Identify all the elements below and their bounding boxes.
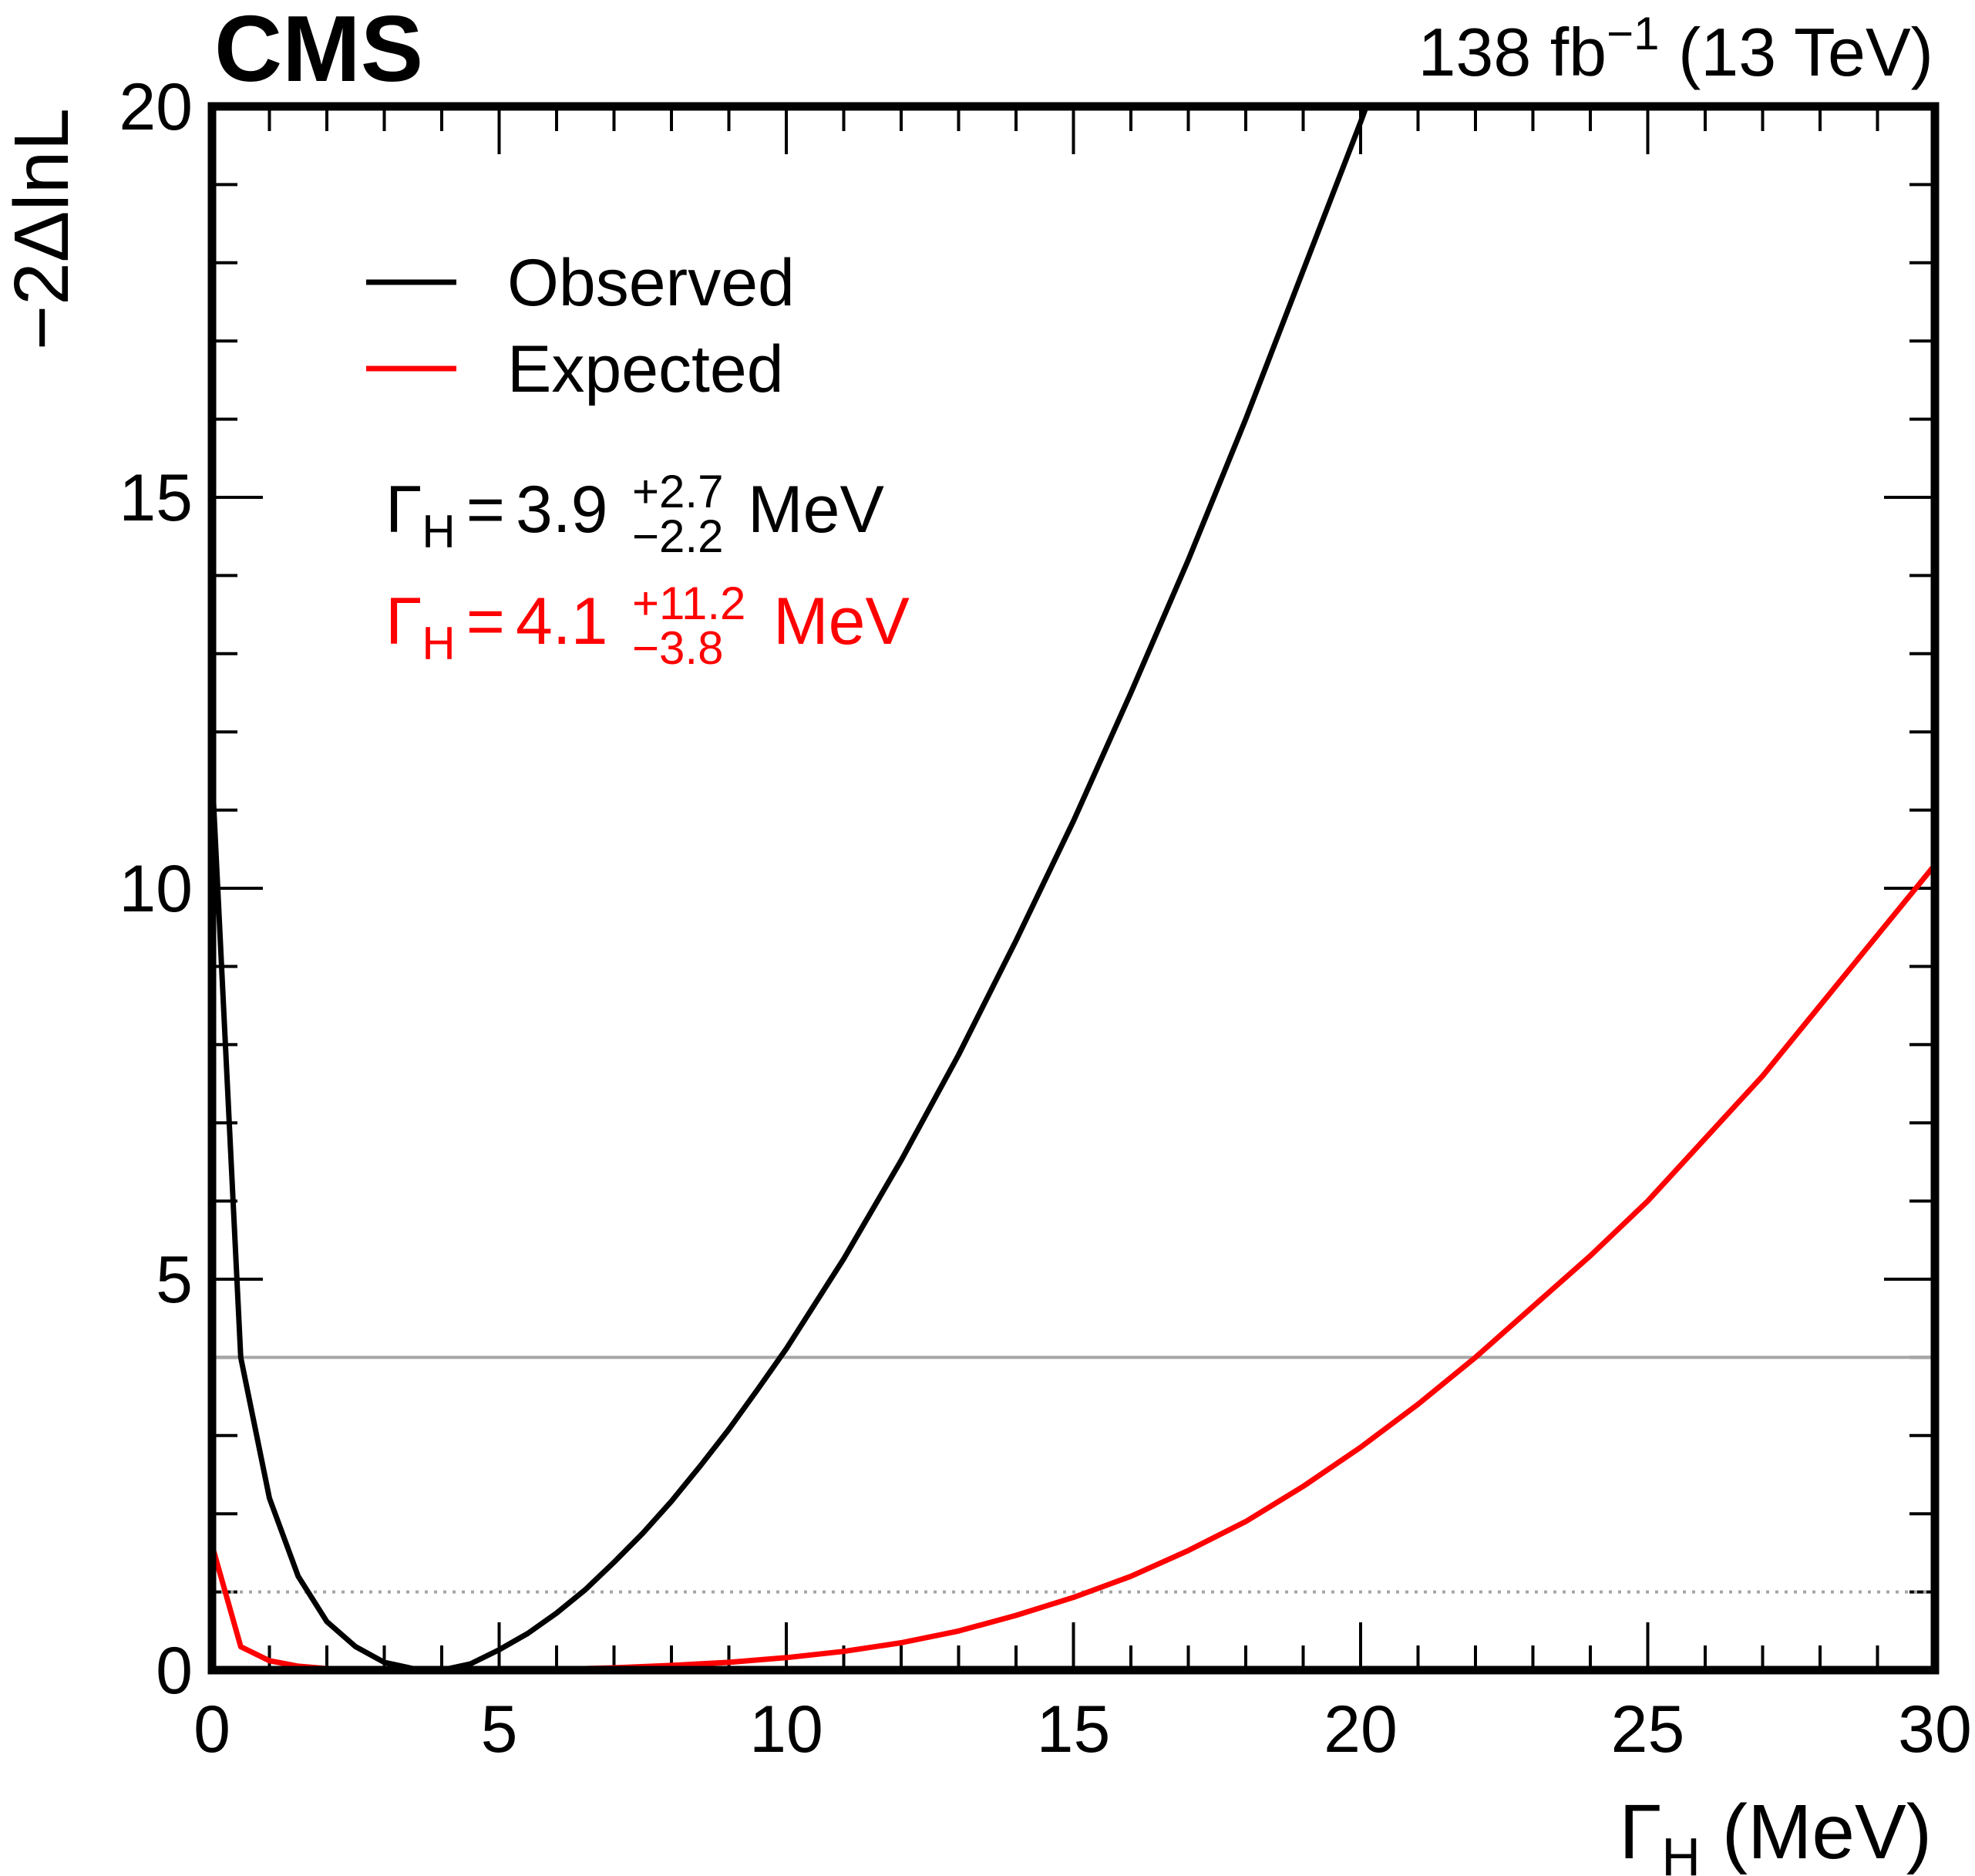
x-tick-label: 5 [481, 1692, 518, 1767]
legend-label-observed: Observed [507, 246, 795, 320]
svg-text:−3.8: −3.8 [632, 622, 723, 674]
curves [212, 106, 1935, 1670]
annotation-expected: ΓH = 4.1 +11.2 −3.8 MeV [385, 578, 910, 674]
reference-lines [212, 1356, 1935, 1594]
svg-text:+2.7: +2.7 [632, 466, 723, 517]
curve-expected [212, 863, 1935, 1670]
y-tick-label: 20 [119, 70, 193, 144]
svg-text:MeV: MeV [748, 473, 884, 547]
legend: Observed Expected [366, 246, 795, 406]
svg-text:ΓH=4.1: ΓH = 4.1 [385, 584, 608, 669]
y-tick-label: 15 [119, 461, 193, 535]
x-tick-label: 10 [749, 1692, 823, 1767]
svg-text:ΓH=3.9: ΓH = 3.9 [385, 473, 608, 557]
svg-text:+11.2: +11.2 [632, 578, 745, 629]
x-axis-label: ΓH (MeV) [1619, 1789, 1932, 1876]
y-tick-label: 0 [156, 1634, 193, 1708]
tick-labels: 0 5 10 15 20 25 30 0 5 10 15 20 [119, 70, 1972, 1767]
y-tick-label: 10 [119, 852, 193, 926]
legend-label-expected: Expected [507, 332, 784, 406]
y-axis-label: −2ΔlnL [0, 108, 85, 350]
x-tick-label: 15 [1037, 1692, 1111, 1767]
x-tick-label: 0 [193, 1692, 230, 1767]
cms-logo: CMS [214, 0, 423, 101]
lumi-label: 138 fb−1 (13 TeV) [1418, 8, 1933, 90]
y-tick-label: 5 [156, 1243, 193, 1317]
svg-text:MeV: MeV [773, 584, 910, 658]
axis-ticks [210, 105, 1936, 1672]
x-tick-label: 30 [1898, 1692, 1972, 1767]
svg-text:−2.2: −2.2 [632, 510, 723, 562]
x-tick-label: 20 [1324, 1692, 1398, 1767]
x-tick-label: 25 [1611, 1692, 1685, 1767]
curve-observed [212, 106, 1370, 1670]
plot-frame [207, 102, 1940, 1675]
annotation-observed: ΓH = 3.9 +2.7 −2.2 MeV [385, 466, 884, 562]
